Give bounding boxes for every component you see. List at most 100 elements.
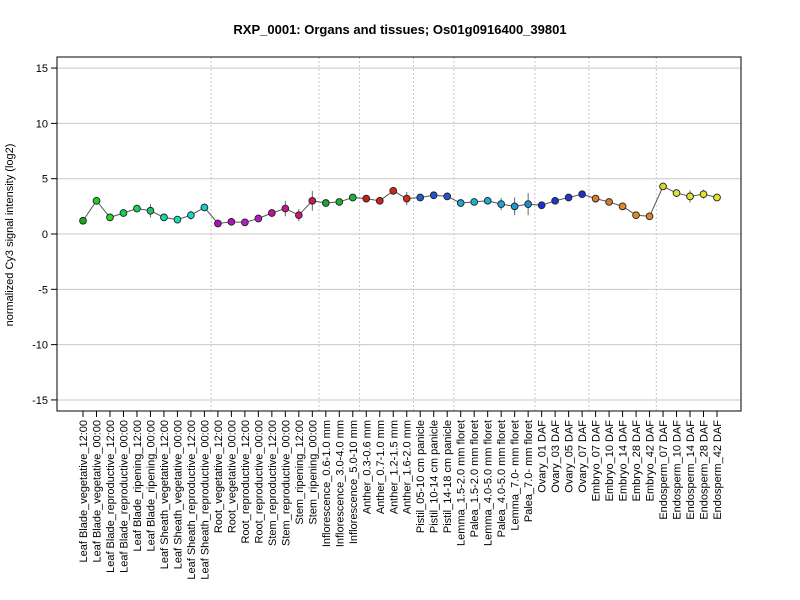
data-point	[551, 196, 559, 205]
data-point	[375, 196, 384, 205]
x-tick-label: Leaf Sheath_reproductive_12:00	[186, 420, 198, 580]
data-point	[537, 201, 546, 210]
data-point	[106, 213, 114, 222]
data-point	[133, 204, 141, 213]
data-point	[416, 193, 425, 202]
x-tick-label: Embryo_28 DAF	[631, 420, 643, 502]
x-tick-label: Leaf Blade_ripening_00:00	[145, 420, 157, 552]
x-tick-label: Ovary_07 DAF	[577, 420, 589, 493]
x-tick-label: Endosperm_07 DAF	[658, 420, 670, 520]
x-tick-label: Embryo_10 DAF	[604, 420, 616, 502]
data-point	[402, 194, 411, 203]
x-tick-label: Root_reproductive_00:00	[253, 420, 265, 544]
chart-title: RXP_0001: Organs and tissues; Os01g09164…	[233, 22, 566, 37]
data-point	[281, 204, 290, 213]
x-tick-label: Inflorescence_5.0-10 mm	[348, 420, 360, 544]
y-tick-label: 15	[36, 63, 48, 75]
data-point	[632, 211, 640, 220]
data-point	[254, 214, 263, 223]
data-point	[241, 218, 249, 227]
x-tick-label: Palea_7.0- mm floret	[523, 420, 535, 522]
data-point	[443, 192, 452, 201]
data-point	[470, 198, 479, 206]
x-tick-label: Leaf Sheath_vegetative_00:00	[172, 420, 184, 569]
x-tick-label: Palea_4.0-5.0 mm floret	[496, 420, 508, 537]
data-point	[362, 194, 371, 203]
data-point	[645, 212, 654, 221]
data-point	[483, 196, 492, 205]
data-point	[335, 198, 344, 206]
data-point	[591, 194, 600, 203]
x-tick-label: Leaf Blade_vegetative_00:00	[91, 420, 103, 563]
y-axis-label: normalized Cy3 signal intensity (log2)	[4, 144, 16, 327]
data-point	[713, 193, 721, 202]
data-point	[92, 196, 101, 205]
x-tick-label: Anther_1.2-1.5 mm	[388, 420, 400, 514]
data-point	[200, 203, 209, 212]
x-tick-label: Root_vegetative_12:00	[213, 420, 225, 533]
x-tick-label: Lemma_4.0-5.0 mm floret	[483, 420, 495, 546]
x-tick-label: Stem_ripening_00:00	[307, 420, 319, 525]
y-tick-label: -15	[32, 395, 48, 407]
x-tick-label: Embryo_42 DAF	[645, 420, 657, 502]
data-point	[79, 216, 87, 225]
x-tick-label: Root_vegetative_00:00	[226, 420, 238, 533]
group-separators	[210, 57, 657, 411]
data-point	[578, 190, 586, 199]
data-point	[605, 198, 613, 206]
y-tick-label: 0	[42, 229, 48, 241]
x-tick-label: Stem_reproductive_00:00	[280, 420, 292, 546]
x-tick-label: Stem_ripening_12:00	[294, 420, 306, 525]
y-tick-label: 5	[42, 174, 48, 186]
y-axis: -15 -10 -5 0 5 10 15	[32, 63, 57, 407]
y-tick-label: -10	[32, 340, 48, 352]
x-tick-label: Anther_0.7-1.0 mm	[375, 420, 387, 514]
x-tick-label: Leaf Sheath_vegetative_12:00	[159, 420, 171, 569]
data-point	[294, 211, 303, 220]
data-point	[497, 200, 506, 208]
x-tick-label: Anther_1.6-2.0 mm	[402, 420, 414, 514]
y-tick-label: -5	[38, 284, 48, 296]
x-tick-label: Leaf Blade_reproductive_12:00	[105, 420, 117, 573]
x-tick-label: Ovary_05 DAF	[564, 420, 576, 493]
x-tick-label: Anther_0.3-0.6 mm	[361, 420, 373, 514]
x-tick-label: Ovary_01 DAF	[537, 420, 549, 493]
data-point	[308, 196, 317, 205]
data-point	[672, 189, 681, 197]
x-tick-label: Leaf Blade_ripening_12:00	[132, 420, 144, 552]
x-tick-label: Embryo_07 DAF	[591, 420, 603, 502]
data-point	[146, 206, 155, 215]
data-point	[510, 202, 519, 211]
data-point	[659, 182, 667, 191]
x-tick-label: Inflorescence_3.0-4.0 mm	[334, 420, 346, 547]
x-axis: Leaf Blade_vegetative_12:00 Leaf Blade_ve…	[78, 411, 724, 580]
y-tick-label: 10	[36, 118, 48, 130]
data-point	[686, 192, 694, 201]
x-tick-label: Inflorescence_0.6-1.0 mm	[321, 420, 333, 547]
data-point	[699, 190, 708, 199]
data-point	[321, 199, 330, 207]
data-point	[173, 215, 182, 224]
x-tick-label: Root_reproductive_12:00	[240, 420, 252, 544]
x-tick-label: Pistil_14-18 cm panicle	[442, 420, 454, 533]
x-tick-label: Leaf Blade_vegetative_12:00	[78, 420, 90, 563]
data-point	[564, 193, 573, 202]
x-tick-label: Lemma_7.0- mm floret	[510, 420, 522, 531]
data-points	[79, 182, 721, 228]
data-point	[160, 213, 168, 222]
data-point	[187, 211, 195, 220]
x-tick-label: Leaf Sheath_reproductive_00:00	[199, 420, 211, 580]
grid-layer	[57, 67, 741, 401]
x-tick-label: Endosperm_28 DAF	[699, 420, 711, 520]
data-point	[214, 219, 222, 228]
x-tick-label: Palea_1.5-2.0 mm floret	[469, 420, 481, 537]
x-tick-label: Endosperm_42 DAF	[712, 420, 724, 520]
x-tick-label: Pistil_05-10 cm panicle	[415, 420, 427, 533]
data-point	[348, 193, 357, 202]
x-tick-label: Embryo_14 DAF	[618, 420, 630, 502]
data-point	[227, 217, 236, 226]
x-tick-label: Endosperm_14 DAF	[685, 420, 697, 520]
x-tick-label: Leaf Blade_reproductive_00:00	[118, 420, 130, 573]
data-point	[524, 200, 532, 208]
